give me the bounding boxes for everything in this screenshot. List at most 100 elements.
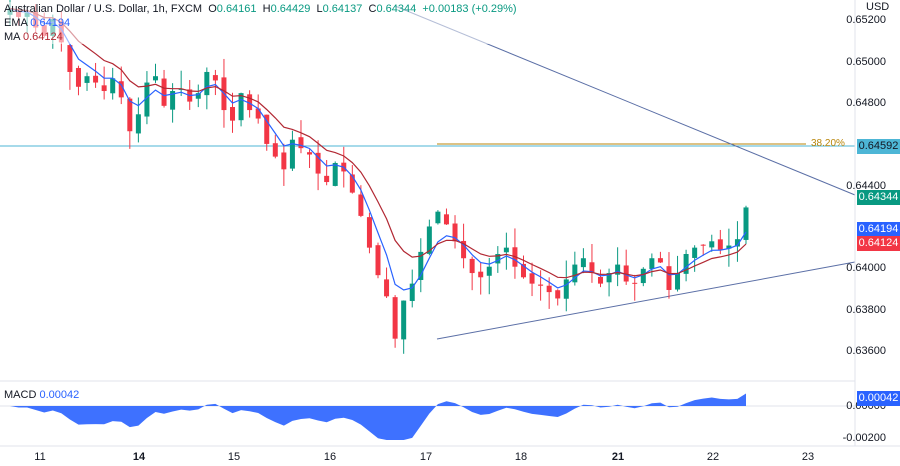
price-tick: 0.64800 (846, 97, 886, 109)
candle-body[interactable] (93, 75, 99, 83)
candle-body[interactable] (212, 75, 218, 81)
candle-body[interactable] (632, 282, 638, 284)
candle-body[interactable] (683, 254, 689, 274)
date-tick: 11 (34, 451, 46, 463)
candle-body[interactable] (255, 108, 261, 119)
candle-body[interactable] (563, 279, 569, 299)
date-tick: 17 (419, 451, 433, 463)
candle-body[interactable] (692, 247, 698, 258)
candle-body[interactable] (195, 93, 201, 99)
candle-body[interactable] (572, 264, 578, 283)
candle-body[interactable] (469, 258, 475, 274)
macd-badge: 0.00042 (857, 391, 900, 406)
candle-body[interactable] (520, 263, 526, 278)
candle-body[interactable] (110, 78, 116, 94)
candle-body[interactable] (426, 226, 432, 254)
candle-body[interactable] (529, 273, 535, 284)
candle-body[interactable] (358, 194, 364, 216)
candle-body[interactable] (178, 88, 184, 90)
candle-body[interactable] (580, 258, 586, 268)
candle-body[interactable] (640, 268, 646, 284)
candle-body[interactable] (743, 207, 749, 240)
candle-body[interactable] (478, 271, 484, 278)
candle-body[interactable] (84, 76, 90, 83)
candle-body[interactable] (495, 254, 501, 264)
candle-body[interactable] (161, 78, 167, 106)
candle-body[interactable] (717, 239, 723, 250)
ema-label: EMA (4, 17, 28, 29)
ma-row[interactable]: MA 0.64124 (4, 30, 517, 44)
candle-body[interactable] (170, 91, 176, 110)
candle-body[interactable] (204, 71, 210, 96)
candle-body[interactable] (657, 258, 663, 263)
candle-body[interactable] (324, 175, 330, 183)
close-value: 0.64344 (376, 3, 417, 15)
ema-row[interactable]: EMA 0.64194 (4, 16, 517, 30)
symbol-row: Australian Dollar / U.S. Dollar, 1h, FXC… (4, 2, 517, 16)
candle-body[interactable] (649, 258, 655, 269)
candles-layer (7, 0, 749, 354)
candle-body[interactable] (366, 217, 372, 248)
candle-body[interactable] (375, 245, 381, 276)
macd-area (10, 393, 746, 440)
candle-body[interactable] (118, 81, 124, 98)
candle-body[interactable] (555, 290, 561, 299)
candle-body[interactable] (135, 114, 141, 134)
candle-body[interactable] (307, 152, 313, 155)
ascending-trendline[interactable] (436, 261, 856, 340)
candle-body[interactable] (384, 279, 390, 297)
open-value: 0.64161 (216, 3, 257, 15)
candle-body[interactable] (298, 137, 304, 149)
candle-body[interactable] (452, 223, 458, 242)
price-tick: 0.65200 (846, 14, 886, 26)
candle-body[interactable] (238, 93, 244, 121)
candle-body[interactable] (589, 262, 595, 274)
candle-body[interactable] (315, 152, 321, 174)
candle-body[interactable] (418, 251, 424, 280)
candle-body[interactable] (461, 240, 467, 259)
candle-body[interactable] (409, 283, 415, 301)
candle-body[interactable] (486, 266, 492, 276)
candle-body[interactable] (127, 98, 133, 132)
date-tick: 18 (514, 451, 528, 463)
candle-body[interactable] (546, 285, 552, 293)
price-tick: 0.63600 (846, 345, 886, 357)
candle-body[interactable] (67, 45, 73, 72)
candle-body[interactable] (401, 300, 407, 340)
candle-body[interactable] (615, 264, 621, 275)
candle-body[interactable] (606, 273, 612, 283)
candle-body[interactable] (435, 211, 441, 224)
candle-body[interactable] (675, 273, 681, 290)
change-value: +0.00183 (+0.29%) (422, 3, 517, 15)
symbol-title[interactable]: Australian Dollar / U.S. Dollar, 1h, FXC… (4, 3, 203, 15)
price-tick: 0.65000 (846, 56, 886, 68)
last-price-badge: 0.64344 (857, 190, 900, 205)
candle-body[interactable] (709, 241, 715, 248)
candle-body[interactable] (598, 276, 604, 284)
candle-body[interactable] (230, 107, 236, 121)
candle-body[interactable] (349, 174, 355, 193)
candle-body[interactable] (443, 214, 449, 225)
candle-body[interactable] (264, 114, 270, 144)
candle-body[interactable] (101, 85, 107, 92)
candle-body[interactable] (289, 139, 295, 169)
candle-body[interactable] (144, 82, 150, 117)
candle-body[interactable] (332, 162, 338, 186)
candle-body[interactable] (75, 67, 81, 87)
candle-body[interactable] (281, 152, 287, 170)
date-tick: 23 (801, 451, 815, 463)
candle-body[interactable] (538, 284, 544, 286)
candle-body[interactable] (247, 94, 253, 111)
open-label: O (208, 3, 217, 15)
macd-legend[interactable]: MACD 0.00042 (4, 389, 79, 401)
candle-body[interactable] (152, 76, 158, 81)
candle-body[interactable] (392, 297, 398, 339)
candle-body[interactable] (503, 247, 509, 253)
candle-body[interactable] (726, 245, 732, 249)
candle-body[interactable] (734, 239, 740, 247)
candle-body[interactable] (700, 244, 706, 246)
candle-body[interactable] (272, 143, 278, 157)
price-tick: 0.63800 (846, 304, 886, 316)
candle-body[interactable] (666, 266, 672, 290)
